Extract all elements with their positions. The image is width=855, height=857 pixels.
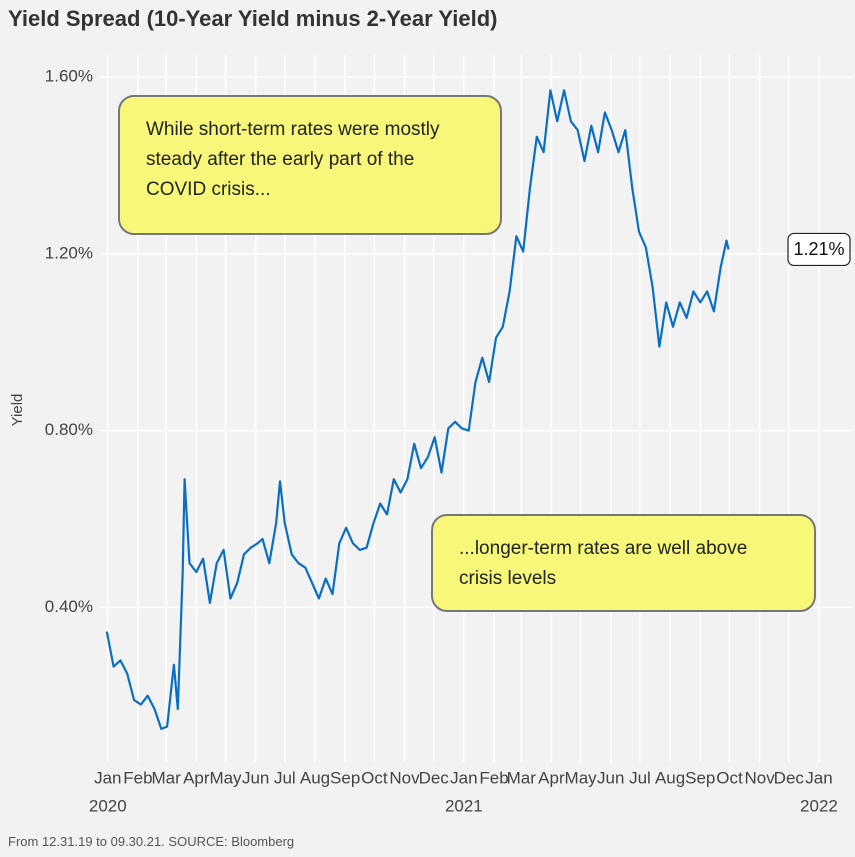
x-tick-label: Jul bbox=[274, 768, 296, 787]
x-tick-label: May bbox=[565, 768, 598, 787]
x-tick-label: Sep bbox=[685, 768, 715, 787]
x-tick-label: Apr bbox=[183, 768, 210, 787]
x-tick-label: Aug bbox=[655, 768, 685, 787]
annotation: While short-term rates were mostly stead… bbox=[118, 95, 502, 235]
x-tick-label: Feb bbox=[479, 768, 508, 787]
x-year-label: 2021 bbox=[445, 796, 483, 815]
annotation: ...longer-term rates are well above cris… bbox=[431, 514, 816, 612]
y-tick-label: 1.20% bbox=[45, 243, 93, 262]
x-tick-label: Oct bbox=[361, 768, 388, 787]
x-tick-label: Dec bbox=[419, 768, 450, 787]
x-tick-label: May bbox=[209, 768, 242, 787]
y-tick-label: 1.60% bbox=[45, 67, 93, 86]
end-label-box bbox=[787, 232, 851, 267]
x-tick-label: Jul bbox=[629, 768, 651, 787]
end-label: 1.21% bbox=[793, 239, 844, 259]
footer: From 12.31.19 to 09.30.21. SOURCE: Bloom… bbox=[8, 834, 295, 849]
x-tick-label: Jan bbox=[450, 768, 477, 787]
y-axis-label: Yield bbox=[9, 394, 26, 427]
x-tick-label: Jun bbox=[597, 768, 624, 787]
x-year-label: 2022 bbox=[800, 796, 838, 815]
x-tick-label: Dec bbox=[774, 768, 805, 787]
x-tick-label: Mar bbox=[507, 768, 537, 787]
x-tick-label: Mar bbox=[152, 768, 182, 787]
x-tick-label: Apr bbox=[538, 768, 565, 787]
x-tick-label: Jan bbox=[94, 768, 121, 787]
x-tick-label: Aug bbox=[300, 768, 330, 787]
series-line bbox=[105, 89, 730, 730]
chart-title: Yield Spread (10-Year Yield minus 2-Year… bbox=[8, 6, 498, 31]
x-tick-label: Jan bbox=[805, 768, 832, 787]
x-tick-label: Nov bbox=[389, 768, 420, 787]
x-tick-label: Oct bbox=[716, 768, 743, 787]
x-tick-label: Nov bbox=[744, 768, 775, 787]
y-tick-label: 0.40% bbox=[45, 597, 93, 616]
x-year-label: 2020 bbox=[89, 796, 127, 815]
x-tick-label: Feb bbox=[123, 768, 152, 787]
y-tick-label: 0.80% bbox=[45, 420, 93, 439]
x-tick-label: Jun bbox=[242, 768, 269, 787]
x-tick-label: Sep bbox=[330, 768, 360, 787]
